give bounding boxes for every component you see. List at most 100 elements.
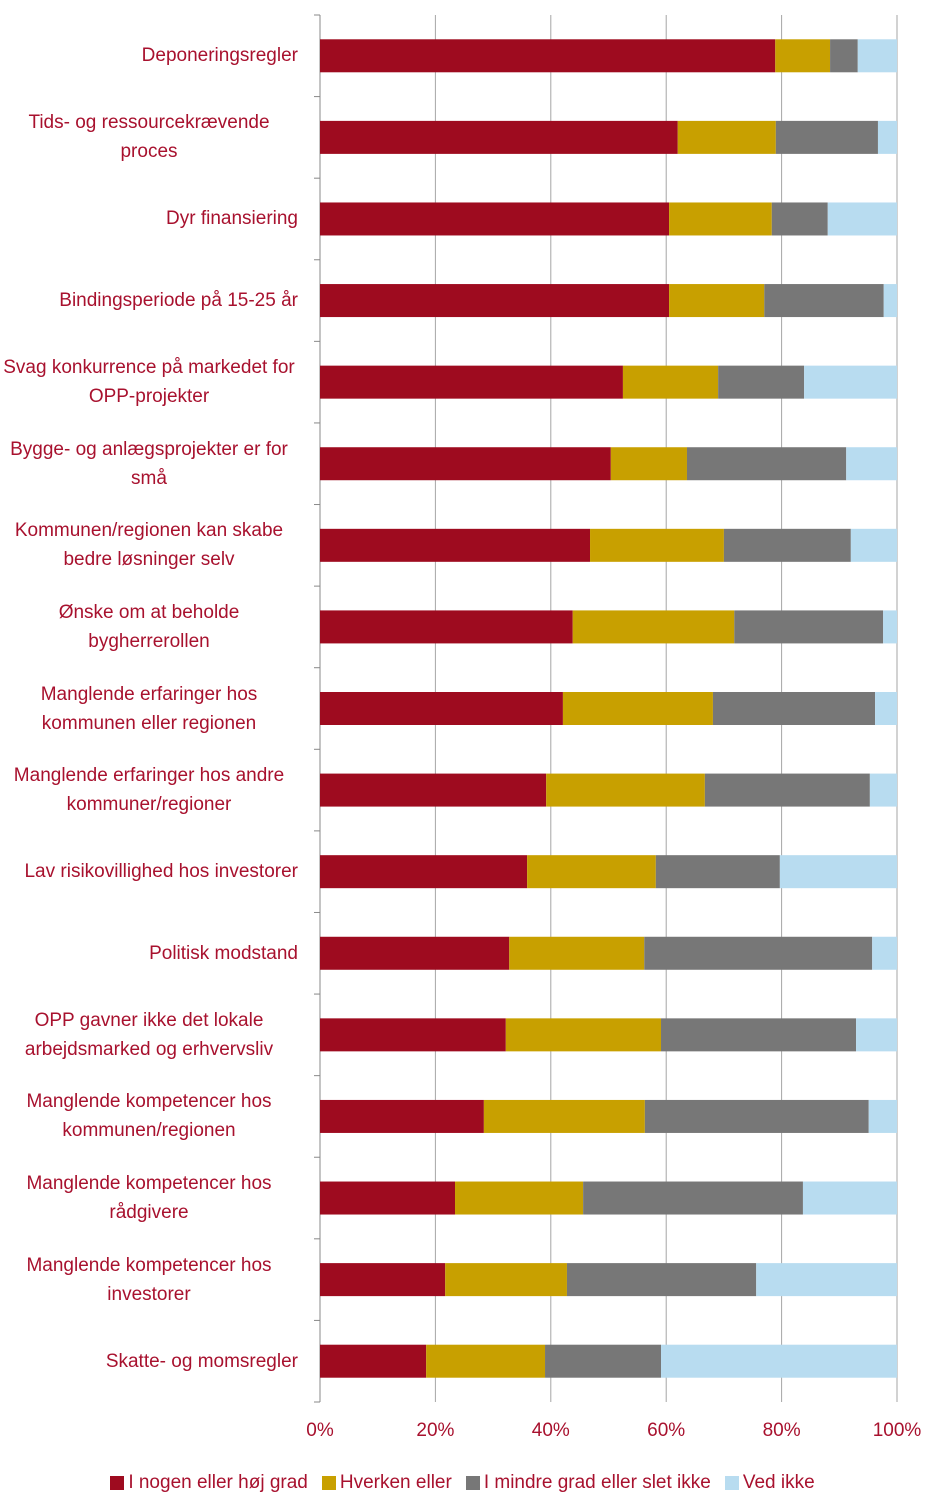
legend-swatch	[465, 1476, 480, 1490]
bar-segment	[857, 39, 897, 73]
bar-segment	[583, 1181, 803, 1215]
category-text: Svag konkurrence på markedet for OPP-pro…	[3, 357, 295, 408]
bar-segment	[545, 1344, 662, 1378]
category-label: Bindingsperiode på 15-25 år	[0, 261, 298, 341]
category-text: Politisk modstand	[149, 942, 298, 964]
legend-swatch	[110, 1476, 125, 1490]
bar-segment	[661, 1018, 857, 1052]
bar-segment	[877, 120, 897, 154]
category-label: Bygge- og anlægsprojekter er for små	[0, 424, 298, 504]
bar-segment	[704, 773, 870, 807]
category-text: Manglende erfaringer hos kommunen eller …	[40, 683, 258, 734]
bar-segment	[320, 284, 670, 318]
bar-segment	[883, 610, 897, 644]
category-label: Kommunen/regionen kan skabe bedre løsnin…	[0, 505, 298, 585]
bar-segment	[622, 365, 719, 399]
bar-segment	[661, 1344, 897, 1378]
bar-segment	[445, 1263, 567, 1297]
category-text: OPP gavner ikke det lokale arbejdsmarked…	[24, 1009, 274, 1060]
x-tick-label: 80%	[762, 1420, 801, 1441]
bar-segment	[320, 610, 573, 644]
bar-segment	[734, 610, 884, 644]
legend-item: Hverken eller	[321, 1472, 452, 1494]
legend-item: I mindre grad eller slet ikke	[465, 1472, 711, 1494]
x-tick-label: 0%	[306, 1420, 334, 1441]
category-text: Bygge- og anlægsprojekter er for små	[10, 438, 288, 489]
bar-segment	[320, 365, 623, 399]
bar-segment	[669, 202, 772, 236]
category-label: Svag konkurrence på markedet for OPP-pro…	[0, 342, 298, 422]
category-label: Ønske om at beholde bygherrerollen	[0, 587, 298, 667]
bar-segment	[562, 692, 713, 725]
bar-segment	[320, 936, 510, 970]
bar-segment	[320, 855, 528, 889]
category-label: Deponeringsregler	[0, 16, 298, 96]
bar-segment	[771, 202, 828, 236]
bar-segment	[883, 284, 897, 318]
bar-segment	[856, 1018, 897, 1052]
category-text: Skatte- og momsregler	[105, 1350, 298, 1372]
category-text: Manglende kompetencer hos kommunen/regio…	[26, 1091, 272, 1142]
bar-segment	[320, 1344, 427, 1378]
bar-segment	[320, 120, 678, 154]
bar-segment	[320, 1181, 456, 1215]
bar-segment	[846, 447, 897, 481]
category-label: Skatte- og momsregler	[0, 1321, 298, 1401]
x-tick-label: 60%	[647, 1420, 686, 1441]
bar-segment	[712, 692, 876, 725]
bar-segment	[426, 1344, 546, 1378]
category-text: Tids- og ressourcekrævende proces	[28, 112, 270, 163]
bar-segment	[320, 1018, 506, 1052]
category-text: Manglende kompetencer hos rådgivere	[26, 1173, 272, 1224]
bar-segment	[644, 936, 873, 970]
legend-item: Ved ikke	[724, 1472, 815, 1494]
bar-segment	[644, 1099, 869, 1133]
category-text: Lav risikovillighed hos investorer	[24, 861, 298, 883]
category-text: Manglende erfaringer hos andre kommuner/…	[13, 765, 285, 816]
category-label: Manglende kompetencer hos kommunen/regio…	[0, 1076, 298, 1156]
bar-segment	[718, 365, 805, 399]
category-label: Manglende kompetencer hos rådgivere	[0, 1158, 298, 1238]
bar-segment	[320, 1263, 446, 1297]
bar-segment	[320, 202, 670, 236]
category-text: Deponeringsregler	[141, 45, 298, 67]
x-tick-label: 20%	[416, 1420, 455, 1441]
bar-segment	[505, 1018, 662, 1052]
bar-segment	[804, 365, 897, 399]
category-text: Bindingsperiode på 15-25 år	[59, 290, 298, 312]
bar-segment	[509, 936, 645, 970]
bar-segment	[320, 39, 776, 73]
bar-segment	[320, 447, 611, 481]
bar-segment	[320, 773, 547, 807]
category-text: Dyr finansiering	[166, 208, 298, 230]
legend-swatch	[321, 1476, 336, 1490]
category-label: Lav risikovillighed hos investorer	[0, 832, 298, 912]
bar-segment	[868, 1099, 897, 1133]
bar-segment	[610, 447, 687, 481]
bar-segment	[455, 1181, 584, 1215]
category-label: Tids- og ressourcekrævende proces	[0, 97, 298, 177]
legend-label: I nogen eller høj grad	[128, 1472, 308, 1493]
bar-segment	[320, 528, 591, 562]
bar-segment	[483, 1099, 645, 1133]
bar-segment	[827, 202, 897, 236]
category-label: OPP gavner ikke det lokale arbejdsmarked…	[0, 995, 298, 1075]
legend-label: I mindre grad eller slet ikke	[483, 1472, 711, 1493]
bar-segment	[546, 773, 705, 807]
category-label: Manglende kompetencer hos investorer	[0, 1240, 298, 1320]
category-text: Manglende kompetencer hos investorer	[26, 1254, 272, 1305]
bar-segment	[655, 855, 780, 889]
category-label: Manglende erfaringer hos kommunen eller …	[0, 669, 298, 749]
bar-segment	[590, 528, 724, 562]
bar-segment	[779, 855, 897, 889]
legend-item: I nogen eller høj grad	[110, 1472, 308, 1494]
bar-segment	[527, 855, 656, 889]
bar-segment	[872, 936, 897, 970]
category-label: Politisk modstand	[0, 913, 298, 993]
bar-segment	[320, 692, 563, 725]
bar-segment	[686, 447, 847, 481]
category-text: Kommunen/regionen kan skabe bedre løsnin…	[14, 520, 284, 571]
bar-segment	[764, 284, 884, 318]
bar-segment	[850, 528, 897, 562]
